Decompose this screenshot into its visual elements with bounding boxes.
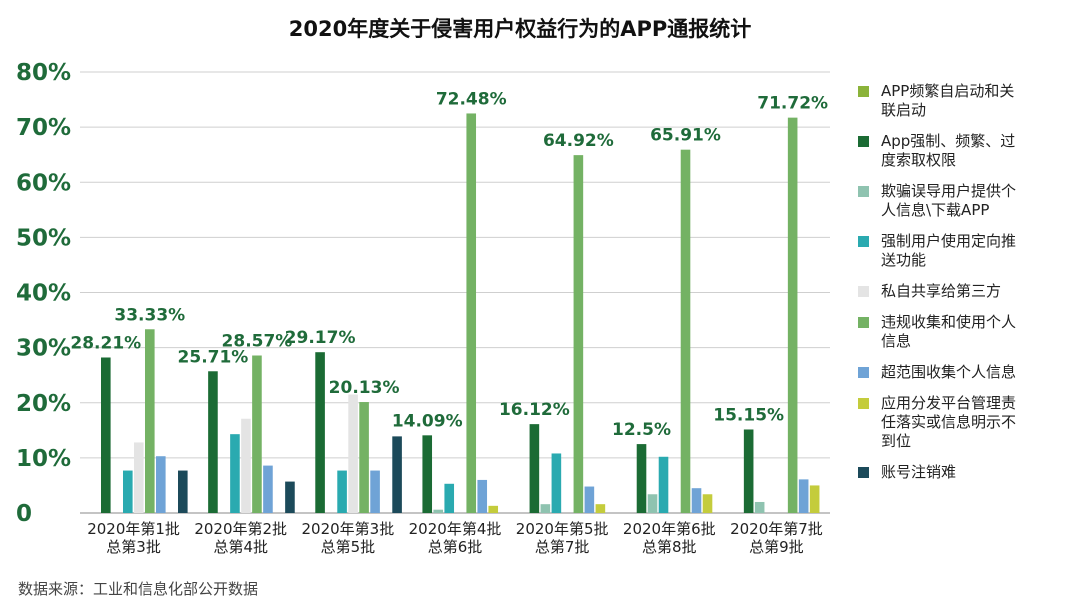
y-axis: 0 10% 20% 30% 40% 50% 60% 70% 80% xyxy=(16,60,71,527)
bar xyxy=(315,352,325,513)
data-label: 16.12% xyxy=(499,400,570,420)
bar xyxy=(477,479,488,513)
bar xyxy=(241,418,251,513)
data-label: 15.15% xyxy=(713,405,784,425)
legend-entry: 账号注销难 xyxy=(881,463,956,481)
legend-entry: 欺骗误导用户提供个人信息\下载APP xyxy=(881,182,1016,219)
data-labels: 28.21% 33.33% 25.71%28.57%29.17% 20.13% 14.0… xyxy=(70,89,828,440)
source-note: 数据来源：工业和信息化部公开数据 xyxy=(18,580,258,598)
y-tick-label: 70% xyxy=(16,115,71,141)
bar xyxy=(263,465,273,513)
data-label: 25.71% xyxy=(178,347,249,367)
bar xyxy=(156,456,166,513)
legend-entry: 强制用户使用定向推送功能 xyxy=(881,232,1016,269)
legend-swatch xyxy=(858,398,869,409)
legend-swatch xyxy=(858,467,869,478)
data-label: 72.48% xyxy=(436,89,507,109)
bar xyxy=(754,501,765,513)
legend-entry: 应用分发平台管理责任落实或信息明示不到位 xyxy=(881,394,1016,450)
legend: APP频繁自启动和关联启动 App强制、频繁、过度索取权限欺骗误导用户提供个人信息… xyxy=(858,82,1016,481)
bar xyxy=(691,488,702,513)
x-tick-label: 2020年第7批总第9批 xyxy=(730,520,823,556)
bar xyxy=(680,149,691,513)
bar xyxy=(370,470,380,513)
bar xyxy=(647,494,658,513)
bar xyxy=(123,470,133,513)
data-label: 14.09% xyxy=(392,411,463,431)
legend-entry: 私自共享给第三方 xyxy=(881,282,1001,300)
data-label: 65.91% xyxy=(650,126,721,146)
x-tick-label: 2020年第4批总第6批 xyxy=(409,520,502,556)
data-label: 33.33% xyxy=(114,305,185,325)
legend-entry: APP频繁自启动和关联启动 xyxy=(881,82,1014,119)
bar xyxy=(787,117,798,514)
bar xyxy=(809,485,820,513)
bar xyxy=(573,155,584,514)
data-label: 12.5% xyxy=(612,420,671,440)
bar xyxy=(392,436,402,513)
bar xyxy=(702,494,713,513)
bar xyxy=(636,444,647,513)
bar xyxy=(551,453,562,513)
bar xyxy=(422,435,433,513)
bar xyxy=(348,394,358,513)
x-tick-label: 2020年第6批总第8批 xyxy=(623,520,716,556)
bar xyxy=(134,442,144,513)
bar xyxy=(252,355,262,513)
x-axis: 2020年第1批总第3批 2020年第2批总第4批 2020年第3批总第5批 2020… xyxy=(87,520,823,556)
data-label: 71.72% xyxy=(757,94,828,114)
legend-swatch xyxy=(858,286,869,297)
bar xyxy=(359,402,369,513)
bar xyxy=(658,456,669,513)
y-tick-label: 80% xyxy=(16,60,71,86)
y-tick-label: 10% xyxy=(16,446,71,472)
legend-swatch xyxy=(858,136,869,147)
legend-swatch xyxy=(858,186,869,197)
legend-entry: App强制、频繁、过度索取权限 xyxy=(881,132,1015,169)
x-tick-label: 2020年第5批总第7批 xyxy=(516,520,609,556)
y-tick-label: 50% xyxy=(16,225,71,251)
bar xyxy=(529,424,540,513)
bar xyxy=(101,357,111,513)
legend-entry: 超范围收集个人信息 xyxy=(881,363,1016,381)
data-label: 28.21% xyxy=(70,333,141,353)
y-tick-label: 40% xyxy=(16,281,71,307)
bar xyxy=(285,481,295,513)
legend-entry: 违规收集和使用个人信息 xyxy=(881,313,1016,350)
x-tick-label: 2020年第1批总第3批 xyxy=(87,520,180,556)
bar xyxy=(595,504,606,513)
legend-swatch xyxy=(858,86,869,97)
bar xyxy=(444,483,455,513)
data-label: 20.13% xyxy=(329,378,400,398)
legend-swatch xyxy=(858,317,869,328)
bar xyxy=(466,113,477,513)
data-label: 64.92% xyxy=(543,131,614,151)
bar xyxy=(488,505,499,513)
x-tick-label: 2020年第2批总第4批 xyxy=(194,520,287,556)
y-tick-label: 60% xyxy=(16,170,71,196)
grid-lines xyxy=(80,71,830,514)
y-tick-label: 30% xyxy=(16,336,71,362)
bar xyxy=(540,504,551,513)
bar xyxy=(178,470,188,513)
bar xyxy=(230,434,240,513)
y-tick-label: 0 xyxy=(16,501,32,527)
bar xyxy=(743,429,754,513)
legend-swatch xyxy=(858,236,869,247)
data-label: 29.17% xyxy=(285,328,356,348)
bar xyxy=(584,486,595,513)
bars xyxy=(101,113,820,514)
chart-title: 2020年度关于侵害用户权益行为的APP通报统计 xyxy=(289,17,751,41)
bar xyxy=(433,509,444,513)
bar xyxy=(208,371,218,513)
x-tick-label: 2020年第3批总第5批 xyxy=(301,520,394,556)
bar xyxy=(145,329,155,513)
legend-swatch xyxy=(858,367,869,378)
bar xyxy=(337,470,347,513)
y-tick-label: 20% xyxy=(16,391,71,417)
data-label: 28.57% xyxy=(222,332,293,352)
bar xyxy=(798,479,809,513)
